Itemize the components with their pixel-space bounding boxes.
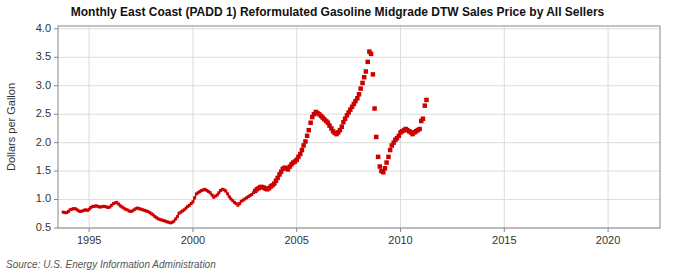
point-marker — [424, 98, 429, 103]
y-tick — [54, 228, 58, 229]
point-marker — [360, 81, 365, 86]
y-tick-label: 0.5 — [36, 221, 51, 233]
point-marker — [371, 72, 376, 77]
y-grid-line — [58, 199, 660, 200]
point-marker — [386, 155, 391, 160]
x-tick — [608, 228, 609, 232]
y-tick — [54, 85, 58, 86]
series-scatter — [253, 49, 429, 193]
y-grid-line — [58, 142, 660, 143]
point-marker — [388, 148, 393, 153]
point-marker — [300, 148, 305, 153]
y-grid-line — [58, 171, 660, 172]
point-marker — [357, 92, 362, 97]
point-marker — [369, 52, 374, 57]
x-tick-label: 2020 — [596, 234, 620, 246]
point-marker — [305, 134, 310, 139]
y-grid-line — [58, 28, 660, 29]
x-grid-line — [89, 26, 90, 228]
grid — [58, 26, 660, 228]
x-tick-label: 1995 — [77, 234, 101, 246]
y-tick — [54, 28, 58, 29]
plot-frame — [58, 26, 660, 228]
series-line — [62, 188, 255, 225]
point-marker — [307, 128, 312, 133]
x-tick-label: 2005 — [284, 234, 308, 246]
point-marker — [421, 116, 426, 121]
point-marker — [381, 170, 386, 175]
x-tick — [296, 228, 297, 232]
point-marker — [308, 120, 313, 125]
point-marker — [358, 86, 363, 91]
axes: 0.5 1.0 1.5 2.0 2.5 3.0 3.5 4.0 1995 2000 2005 2010… — [36, 22, 621, 246]
y-tick-label: 1.5 — [36, 164, 51, 176]
y-tick — [54, 199, 58, 200]
y-tick-label: 1.0 — [36, 192, 51, 204]
point-marker — [176, 215, 179, 218]
x-tick-label: 2000 — [181, 234, 205, 246]
y-axis-label: Dollars per Gallon — [5, 83, 17, 171]
point-marker — [374, 135, 379, 140]
x-tick — [192, 228, 193, 232]
point-marker — [224, 190, 227, 193]
point-marker — [384, 160, 389, 165]
y-tick — [54, 57, 58, 58]
y-tick-label: 3.5 — [36, 50, 51, 62]
point-marker — [376, 155, 381, 160]
point-marker — [362, 75, 367, 80]
point-marker — [378, 164, 383, 169]
x-tick-label: 2015 — [492, 234, 516, 246]
point-marker — [383, 166, 388, 171]
chart-svg: 0.5 1.0 1.5 2.0 2.5 3.0 3.5 4.0 1995 2000 2005 2010… — [0, 0, 675, 275]
point-marker — [226, 192, 229, 195]
point-marker — [417, 127, 422, 132]
x-grid-line — [400, 26, 401, 228]
x-tick — [400, 228, 401, 232]
point-marker — [365, 60, 370, 64]
x-grid-line — [504, 26, 505, 228]
y-tick — [54, 142, 58, 143]
data-layer — [62, 49, 429, 224]
point-marker — [193, 196, 196, 199]
y-tick — [54, 114, 58, 115]
y-tick — [54, 171, 58, 172]
point-marker — [364, 69, 369, 74]
y-tick-label: 2.0 — [36, 136, 51, 148]
point-marker — [303, 139, 308, 144]
point-marker — [340, 124, 345, 128]
source: Source: U.S. Energy Information Administ… — [6, 259, 216, 270]
x-tick — [504, 228, 505, 232]
point-marker — [372, 106, 377, 111]
point-marker — [301, 143, 306, 148]
point-marker — [423, 103, 428, 108]
point-marker — [191, 200, 194, 203]
x-grid-line — [608, 26, 609, 228]
y-tick-label: 2.5 — [36, 107, 51, 119]
y-grid-line — [58, 85, 660, 86]
y-grid-line — [58, 57, 660, 58]
point-marker — [355, 96, 360, 101]
x-tick — [89, 228, 90, 232]
title: Monthly East Coast (PADD 1) Reformulated… — [71, 5, 605, 19]
y-tick-label: 3.0 — [36, 79, 51, 91]
y-tick-label: 4.0 — [36, 22, 51, 34]
x-grid-line — [296, 26, 297, 228]
x-tick-label: 2010 — [388, 234, 412, 246]
series-line — [63, 189, 253, 223]
y-grid-line — [58, 114, 660, 115]
point-marker — [298, 152, 303, 157]
